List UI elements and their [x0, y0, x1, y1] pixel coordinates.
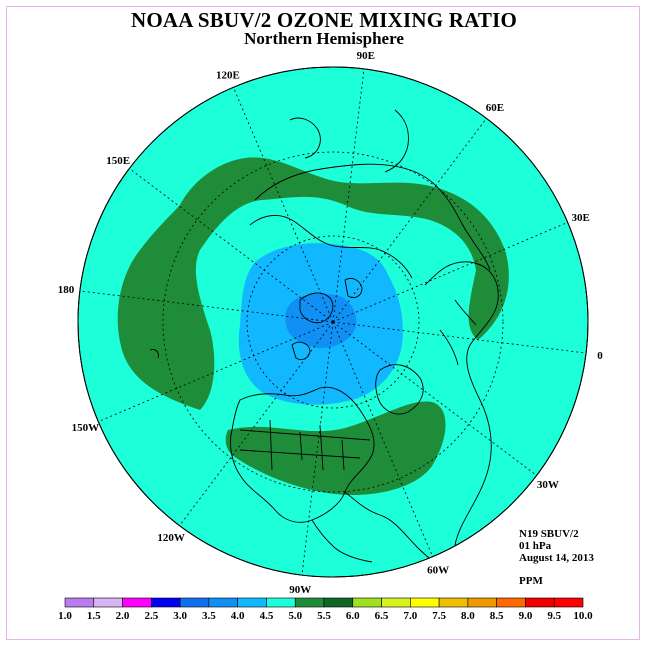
color-bar-tick-label: 10.0 [573, 610, 593, 622]
color-bar-swatch [381, 597, 411, 608]
longitude-label: 90E [357, 50, 375, 62]
longitude-label: 30E [571, 212, 589, 224]
color-bar-swatch [525, 597, 555, 608]
color-bar-swatch [553, 597, 584, 608]
longitude-label: 150E [106, 155, 130, 167]
color-bar-swatch [352, 597, 382, 608]
contour-region-5.0-5.5-south [225, 401, 446, 495]
color-bar-swatch [323, 597, 354, 608]
contour-region-5.0-5.5-north [117, 157, 509, 410]
satellite-label: N19 SBUV/2 [519, 528, 579, 540]
color-bar-swatch [151, 597, 181, 608]
color-bar-swatch [208, 597, 238, 608]
color-bar-swatch [410, 597, 440, 608]
color-bar-tick-label: 8.0 [461, 610, 475, 622]
longitude-label: 30W [537, 479, 559, 491]
color-bar-swatch [179, 597, 210, 608]
color-bar-tick-label: 3.0 [173, 610, 187, 622]
color-bar-swatch [438, 597, 469, 608]
color-bar-tick-label: 4.0 [231, 610, 245, 622]
longitude-label: 150W [72, 422, 100, 434]
color-bar-tick-label: 3.5 [202, 610, 216, 622]
longitude-label: 0 [597, 350, 603, 362]
color-bar-tick-label: 5.5 [317, 610, 331, 622]
color-bar-tick-label: 7.5 [432, 610, 446, 622]
color-bar-tick-label: 9.5 [547, 610, 561, 622]
color-bar-tick-label: 2.0 [116, 610, 130, 622]
color-bar-tick-label: 8.5 [490, 610, 504, 622]
map-subtitle: Northern Hemisphere [244, 29, 404, 48]
color-bar-tick-label: 1.5 [87, 610, 101, 622]
color-bar-tick-label: 5.0 [288, 610, 302, 622]
color-bar-swatch [64, 597, 95, 608]
color-bar-tick-label: 1.0 [58, 610, 72, 622]
longitude-label: 120E [216, 69, 240, 81]
color-bar-swatch [266, 597, 296, 608]
longitude-label: 120W [157, 532, 185, 544]
color-bar-swatch [237, 597, 267, 608]
color-bar-tick-label: 6.5 [375, 610, 389, 622]
color-bar-tick-label: 4.5 [260, 610, 274, 622]
map-title: NOAA SBUV/2 OZONE MIXING RATIO [131, 8, 517, 32]
pressure-level-label: 01 hPa [519, 540, 552, 552]
color-bar-tick-label: 2.5 [144, 610, 158, 622]
latitude-circles [162, 151, 504, 493]
date-label: August 14, 2013 [519, 552, 594, 564]
contour-region-4.0-4.5 [285, 293, 357, 348]
units-label: PPM [519, 575, 543, 587]
color-bar-swatch [294, 597, 325, 608]
longitude-label: 90W [289, 584, 311, 596]
coastlines [149, 109, 499, 577]
color-bar-tick-label: 9.0 [519, 610, 533, 622]
longitude-label: 180 [58, 284, 75, 296]
color-bar-swatch [93, 597, 123, 608]
color-bar-tick-label: 7.0 [403, 610, 417, 622]
color-bar-tick-label: 6.0 [346, 610, 360, 622]
longitude-label: 60W [427, 565, 449, 577]
color-bar-swatch [467, 597, 497, 608]
color-bar-swatch [496, 597, 526, 608]
longitude-label: 60E [486, 102, 504, 114]
color-bar-swatch [122, 597, 152, 608]
longitude-labels: 90E 60E 30E 0 30W 60W 90W 120W 150W 180 150E 120E [58, 50, 603, 596]
